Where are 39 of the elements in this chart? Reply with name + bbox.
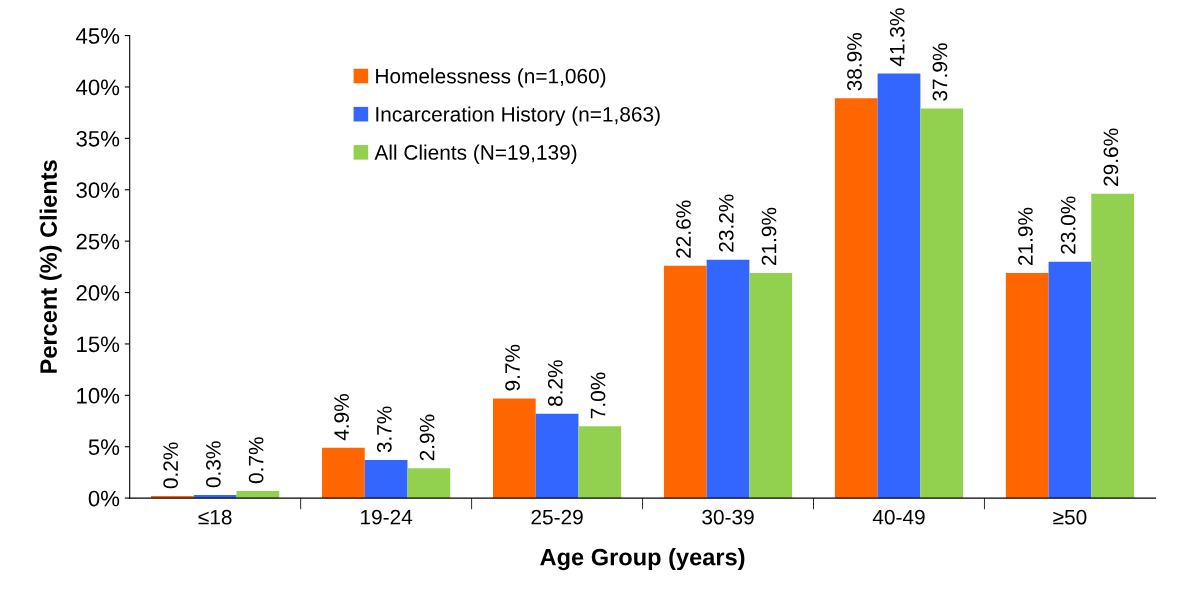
y-tick-label: 25% (76, 233, 120, 250)
data-label: 0.3% (206, 441, 221, 488)
legend-label: All Clients (N=19,139) (374, 144, 577, 164)
data-label: 37.9% (932, 43, 948, 101)
data-label: 29.6% (1103, 128, 1119, 186)
y-tick-label: 45% (76, 28, 120, 44)
y-tick-label: 30% (76, 182, 120, 199)
x-tick-label: 25-29 (531, 509, 583, 525)
data-label: 38.9% (847, 33, 862, 91)
y-tick-label: 5% (88, 439, 120, 455)
data-label: 0.7% (248, 437, 264, 484)
data-label: 0.2% (163, 442, 179, 489)
data-label: 8.2% (547, 360, 563, 406)
data-label: 7.0% (590, 372, 606, 419)
y-tick-label: 0% (88, 490, 120, 507)
data-label: 3.7% (376, 406, 392, 453)
y-axis-title: Percent (%) Clients (39, 160, 62, 373)
data-label: 41.3% (889, 8, 905, 67)
data-label: 9.7% (505, 344, 520, 391)
legend-label: Homelessness (n=1,060) (376, 68, 606, 88)
data-label: 21.9% (761, 207, 777, 266)
x-tick-label: ≤18 (198, 509, 232, 525)
y-tick-label: 20% (76, 285, 120, 301)
x-tick-label: 40-49 (872, 509, 925, 525)
y-tick-label: 35% (76, 130, 120, 147)
data-label: 4.9% (334, 394, 349, 441)
y-tick-label: 40% (76, 79, 120, 96)
data-label: 23.0% (1060, 196, 1076, 254)
data-label: 22.6% (676, 200, 691, 258)
y-tick-label: 10% (77, 387, 120, 404)
data-label: 2.9% (419, 414, 435, 461)
data-label: 21.9% (1018, 207, 1033, 266)
data-label: 23.2% (718, 194, 734, 252)
x-tick-label: 19-24 (361, 509, 413, 525)
x-tick-label: 30-39 (702, 509, 754, 525)
y-tick-label: 15% (77, 336, 120, 353)
x-tick-label: ≥50 (1053, 509, 1087, 525)
x-axis-title: Age Group (years) (540, 548, 745, 571)
legend-label: Incarceration History (n=1,863) (376, 106, 660, 126)
